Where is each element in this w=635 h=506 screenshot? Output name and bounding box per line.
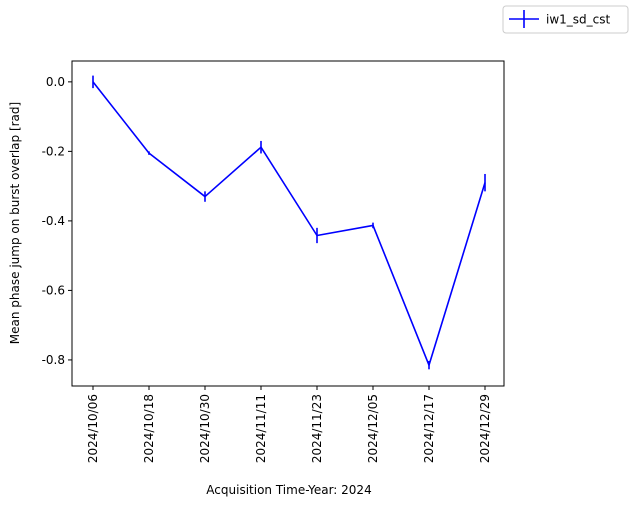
y-tick-label: 0.0 xyxy=(46,75,65,89)
legend-box xyxy=(502,5,629,34)
legend: iw1_sd_cst xyxy=(502,5,629,34)
legend-label: iw1_sd_cst xyxy=(546,13,611,27)
x-tick-label: 2024/11/23 xyxy=(310,394,324,463)
y-tick-label: -0.8 xyxy=(42,353,65,367)
x-tick-label: 2024/11/11 xyxy=(254,394,268,463)
x-axis: 2024/10/06 2024/10/18 2024/10/30 2024/11/11… xyxy=(86,386,492,463)
x-tick-label: 2024/12/05 xyxy=(366,394,380,463)
x-tick-label: 2024/12/29 xyxy=(478,394,492,463)
x-tick-label: 2024/10/30 xyxy=(198,394,212,463)
y-tick-label: -0.4 xyxy=(42,214,65,228)
y-axis: 0.0 -0.2 -0.4 -0.6 -0.8 xyxy=(42,75,72,367)
y-tick-label: -0.2 xyxy=(42,144,65,158)
series-line xyxy=(92,81,486,366)
x-tick-label: 2024/10/06 xyxy=(86,394,100,463)
x-tick-label: 2024/12/17 xyxy=(422,394,436,463)
x-tick-label: 2024/10/18 xyxy=(142,394,156,463)
y-axis-label: Mean phase jump on burst overlap [rad] xyxy=(8,102,22,344)
x-axis-label: Acquisition Time-Year: 2024 xyxy=(206,483,371,497)
plot-area-frame xyxy=(71,60,505,387)
series-layer xyxy=(92,75,486,370)
y-tick-label: -0.6 xyxy=(42,283,65,297)
